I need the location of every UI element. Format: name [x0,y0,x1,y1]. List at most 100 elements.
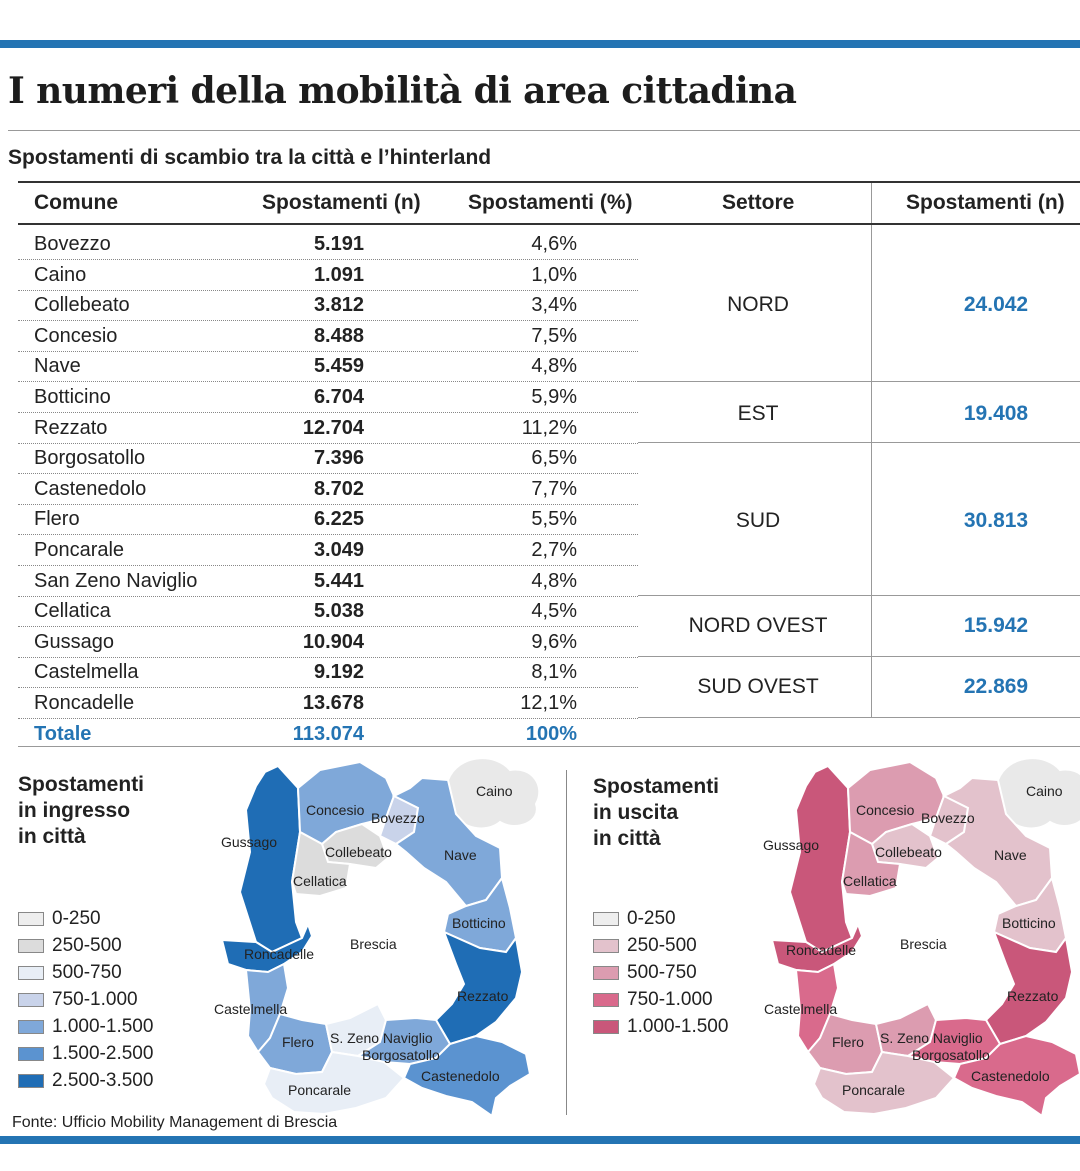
row-separator [18,473,638,475]
legend-ingresso-title-3: in città [18,825,86,848]
row-separator [18,626,638,628]
legend-label: 1.000-1.500 [627,1016,729,1037]
header-spostamenti-n: Spostamenti (n) [262,191,421,214]
top-accent-bar [0,40,1080,48]
table-cell-n: 13.678 [302,692,364,714]
table-cell-pct: 3,4% [531,294,577,317]
legend-swatch [18,1020,44,1034]
region-rezzato [434,930,524,1046]
table-cell-n: 12.704 [302,416,364,439]
table-cell-comune: Concesio [34,324,118,347]
table-cell-pct: 2,7% [531,539,577,561]
legend-uscita-title-2: in uscita [593,801,679,824]
table-cell-comune: Flero [34,508,80,531]
table-cell-pct: 4,8% [531,569,577,592]
header-settore-n: Spostamenti (n) [906,191,1065,214]
table-cell-n: 5.191 [313,233,364,255]
label-bovezzo: Bovezzo [921,810,975,826]
total-n: 113.074 [292,723,364,745]
region-poncarale [812,1050,956,1116]
sector-name-est: EST [737,402,779,425]
map-uscita: Caino Concesio Bovezzo Gussago Collebeat… [760,752,1080,1122]
sector-rule [638,717,1080,718]
legend-label: 750-1.000 [627,989,713,1010]
legend-ingresso-title-1: Spostamenti [18,773,145,796]
sector-value-nord: 24.042 [963,293,1029,316]
table-cell-n: 6.704 [313,386,364,408]
map-uscita-svg [770,757,1080,1118]
legend-swatch [18,939,44,953]
legend-label: 2.500-3.500 [52,1070,154,1091]
row-separator [18,350,638,352]
total-pct: 100% [525,723,577,745]
label-flero: Flero [282,1034,314,1050]
region-castenedolo [952,1034,1080,1118]
table-cell-n: 5.441 [313,569,364,592]
table-cell-n: 6.225 [313,508,364,531]
table-cell-pct: 12,1% [520,692,577,714]
label-rezzato: Rezzato [1007,988,1059,1004]
table-cell-comune: Botticino [34,386,111,408]
legend-swatch [18,993,44,1007]
legend-uscita-title-3: in città [593,827,661,850]
table-rule-bottom [18,746,1080,747]
label-nave: Nave [994,847,1027,863]
label-rezzato: Rezzato [457,988,509,1004]
label-concesio: Concesio [856,802,915,818]
headline-rule [8,130,1080,131]
table-cell-comune: Collebeato [34,294,130,317]
sector-name-nord: NORD [727,293,789,316]
legend-label: 250-500 [52,935,122,956]
sector-rule [638,381,1080,382]
table-cell-n: 5.038 [313,600,364,623]
row-separator [18,320,638,322]
sector-value-sud: 30.813 [963,509,1029,532]
sector-value-est: 19.408 [963,402,1029,425]
legend-swatch [18,1047,44,1061]
row-separator [18,565,638,566]
row-separator [18,259,638,260]
table-rule-head [18,223,1080,225]
label-poncarale: Poncarale [288,1082,352,1098]
header-comune: Comune [34,191,118,214]
legend-label: 0-250 [627,908,676,929]
table-cell-pct: 7,7% [531,477,577,500]
table-cell-pct: 1,0% [531,263,577,286]
label-caino: Caino [1026,783,1063,799]
legend-label: 500-750 [52,962,122,983]
label-castelmella: Castelmella [214,1001,288,1017]
label-castenedolo: Castenedolo [421,1068,500,1084]
legend-swatch [593,993,619,1007]
row-separator [18,442,638,444]
sector-value-nord-ovest: 15.942 [963,614,1029,637]
maps-divider [566,770,567,1115]
legend-swatch [593,912,619,926]
table-cell-pct: 4,8% [531,355,577,378]
label-collebeato: Collebeato [325,844,392,860]
region-borgosatollo [355,1016,452,1066]
region-cellatica [840,830,902,898]
label-castenedolo: Castenedolo [971,1068,1050,1084]
row-separator [18,412,638,413]
sector-rule [638,595,1080,596]
region-castenedolo [402,1034,532,1118]
label-roncadelle: Roncadelle [786,942,857,958]
legend-label: 1.000-1.500 [52,1016,154,1037]
legend-swatch [18,1074,44,1088]
region-gussago [238,764,304,954]
label-castelmella: Castelmella [764,1001,838,1017]
table-cell-n: 8.488 [313,324,364,347]
table-cell-comune: Borgosatollo [34,447,146,470]
table-cell-pct: 4,5% [531,600,577,623]
table-cell-comune: Rezzato [34,416,108,439]
row-separator [18,534,638,536]
headline: I numeri della mobilità di area cittadin… [8,70,797,112]
row-separator [18,718,638,719]
sector-rule [638,656,1080,657]
legend-uscita-title-1: Spostamenti [593,775,720,798]
table-cell-comune: Castelmella [34,661,139,684]
label-brescia: Brescia [900,936,947,952]
map-ingresso-svg [220,757,541,1118]
table-cell-n: 3.049 [313,539,364,561]
label-nave: Nave [444,847,477,863]
